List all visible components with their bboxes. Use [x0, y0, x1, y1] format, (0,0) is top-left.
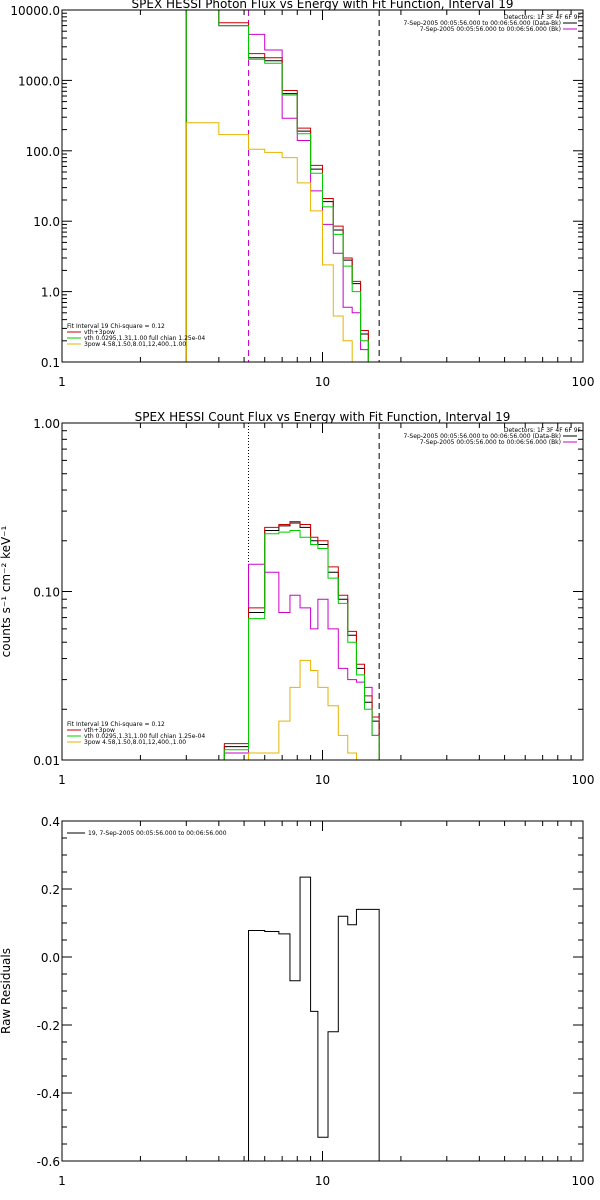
- x-tick-label: 1: [58, 375, 66, 389]
- y-tick-label: 0.0: [41, 951, 60, 965]
- series-bk: [185, 10, 369, 362]
- y-tick-label: 100.0: [26, 145, 60, 159]
- series-3pow: [185, 122, 369, 362]
- fit-legend-line: 3pow 4.58,1.50,8.01,12,400.,1.00: [84, 739, 186, 746]
- y-axis-label: Raw Residuals: [0, 948, 13, 1034]
- y-tick-label: -0.4: [37, 1087, 60, 1101]
- count-flux-panel: SPEX HESSI Count Flux vs Energy with Fit…: [0, 410, 595, 787]
- info-line: 7-Sep-2005 00:05:56.000 to 00:06:56.000 …: [420, 26, 561, 33]
- plot-frame: [61, 9, 584, 363]
- fit-legend-line: vth+3pow: [84, 329, 115, 336]
- x-tick-label: 100: [572, 1174, 595, 1188]
- info-line: Detectors: 1F 3F 4F 6F 9F: [504, 14, 582, 21]
- fit-legend-line: Fit Interval 19 Chi-square = 0.12: [67, 323, 165, 330]
- y-tick-label: -0.6: [37, 1155, 60, 1169]
- fit-legend-line: vth+3pow: [84, 727, 115, 734]
- chart-title: SPEX HESSI Photon Flux vs Energy with Fi…: [132, 0, 514, 11]
- y-tick-label: 10.0: [33, 215, 60, 229]
- y-tick-label: 1.00: [33, 417, 60, 431]
- fit-legend-line: Fit Interval 19 Chi-square = 0.12: [67, 721, 165, 728]
- y-tick-label: 1000.0: [18, 74, 60, 88]
- chart-title: SPEX HESSI Count Flux vs Energy with Fit…: [135, 410, 511, 424]
- series-vth-3pow: [223, 521, 380, 760]
- series-bk: [223, 563, 380, 760]
- photon-flux-panel: SPEX HESSI Photon Flux vs Energy with Fi…: [10, 0, 594, 389]
- y-tick-label: 1.0: [41, 286, 60, 300]
- x-tick-label: 10: [315, 1174, 330, 1188]
- x-tick-label: 1: [58, 1174, 66, 1188]
- x-tick-label: 100: [572, 773, 595, 787]
- info-line: 7-Sep-2005 00:05:56.000 to 00:06:56.000 …: [403, 20, 561, 27]
- fit-legend-line: vth 0.0295,1.31,1.00 full chian 1.25e-04: [84, 733, 205, 740]
- y-tick-label: -0.2: [37, 1019, 60, 1033]
- series-group: [223, 521, 380, 760]
- residuals-panel: 1 10 100 -0.6 -0.4 -0.2 0.0 0.2 0.4 Raw Residuals…: [0, 815, 594, 1188]
- x-tick-label: 1: [58, 773, 66, 787]
- series-data-bk: [223, 522, 380, 760]
- y-tick-label: 0.10: [33, 586, 60, 600]
- info-line: Detectors: 1F 3F 4F 6F 9F: [504, 427, 582, 434]
- y-tick-label: 0.4: [41, 815, 60, 829]
- y-tick-label: 0.01: [33, 754, 60, 768]
- series-vth: [223, 530, 380, 760]
- series-data-bk: [185, 10, 369, 362]
- series-vth: [185, 10, 369, 362]
- info-line: 7-Sep-2005 00:05:56.000 to 00:06:56.000 …: [403, 433, 561, 440]
- y-tick-label: 0.2: [41, 883, 60, 897]
- plot-frame: [61, 820, 584, 1162]
- fit-legend-line: 3pow 4.58,1.50,8.01,12,400.,1.00: [84, 341, 186, 348]
- y-tick-label: 10000.0: [10, 4, 60, 18]
- info-line: 7-Sep-2005 00:05:56.000 to 00:06:56.000 …: [420, 439, 561, 446]
- legend-label: 19, 7-Sep-2005 00:05:56.000 to 00:06:56.…: [88, 830, 227, 837]
- series-group: [185, 10, 369, 362]
- x-tick-label: 10: [315, 773, 330, 787]
- series-group: [248, 876, 380, 1161]
- series-19-7-sep-2005-00-05-56-000-to-00-06-56-000: [248, 876, 380, 1161]
- x-tick-label: 10: [315, 375, 330, 389]
- series-vth-3pow: [185, 10, 369, 362]
- y-tick-label: 0.1: [41, 356, 60, 370]
- x-tick-label: 100: [572, 375, 595, 389]
- plot-frame: [61, 422, 584, 761]
- y-axis-label: counts s⁻¹ cm⁻² keV⁻¹: [0, 525, 13, 657]
- fit-legend-line: vth 0.0295,1.31,1.00 full chian 1.25e-04: [84, 335, 205, 342]
- series-3pow: [248, 659, 357, 760]
